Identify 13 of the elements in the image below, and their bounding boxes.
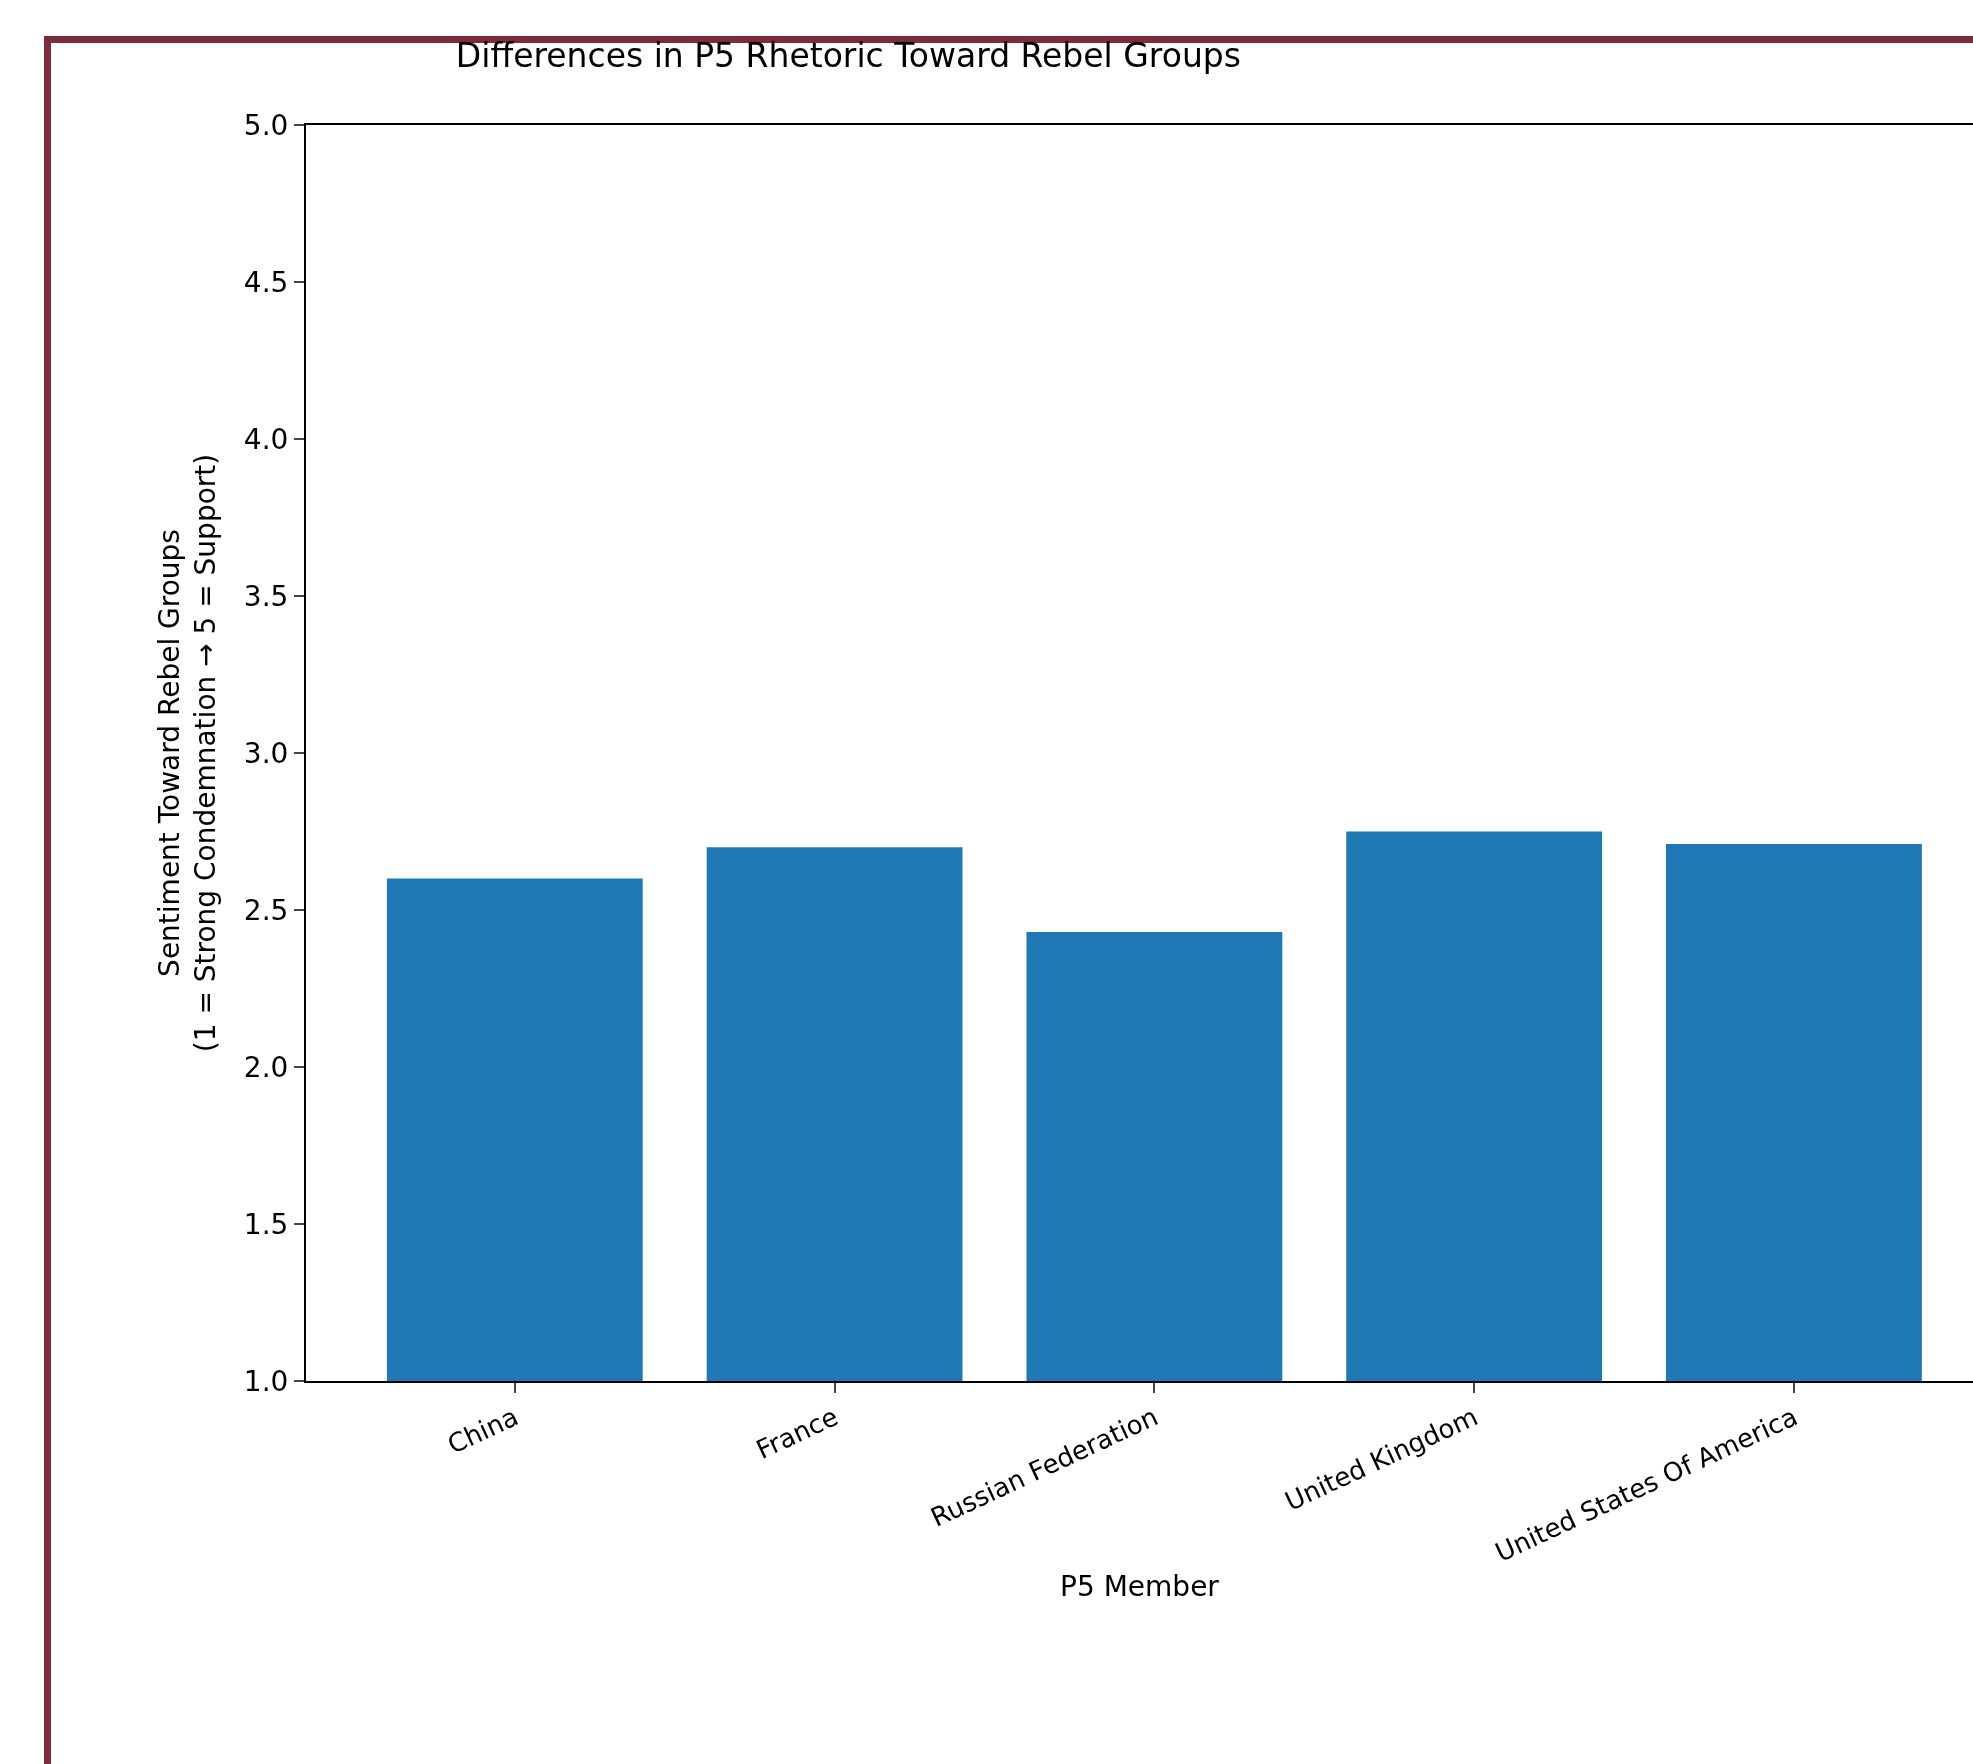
- y-tick-label: 5.0: [243, 108, 289, 142]
- y-tick-label: 4.5: [243, 265, 289, 299]
- y-tick-label: 1.5: [243, 1207, 289, 1241]
- x-tick-label: China: [442, 1401, 523, 1460]
- y-axis-title: Sentiment Toward Rebel Groups (1 = Strong Condemnation → 5 = Support): [152, 453, 223, 1053]
- chart-title: Differences in P5 Rhetoric Toward Rebel Groups: [455, 36, 1241, 76]
- y-tick-label: 4.0: [243, 422, 289, 456]
- y-tick-label: 2.5: [243, 893, 289, 927]
- x-axis-title: P5 Member: [1060, 1570, 1220, 1604]
- y-tick-label: 1.0: [243, 1364, 289, 1398]
- y-tick-label: 3.0: [243, 736, 289, 770]
- y-tick-label: 3.5: [243, 579, 289, 613]
- y-tick-label: 2.0: [243, 1050, 289, 1084]
